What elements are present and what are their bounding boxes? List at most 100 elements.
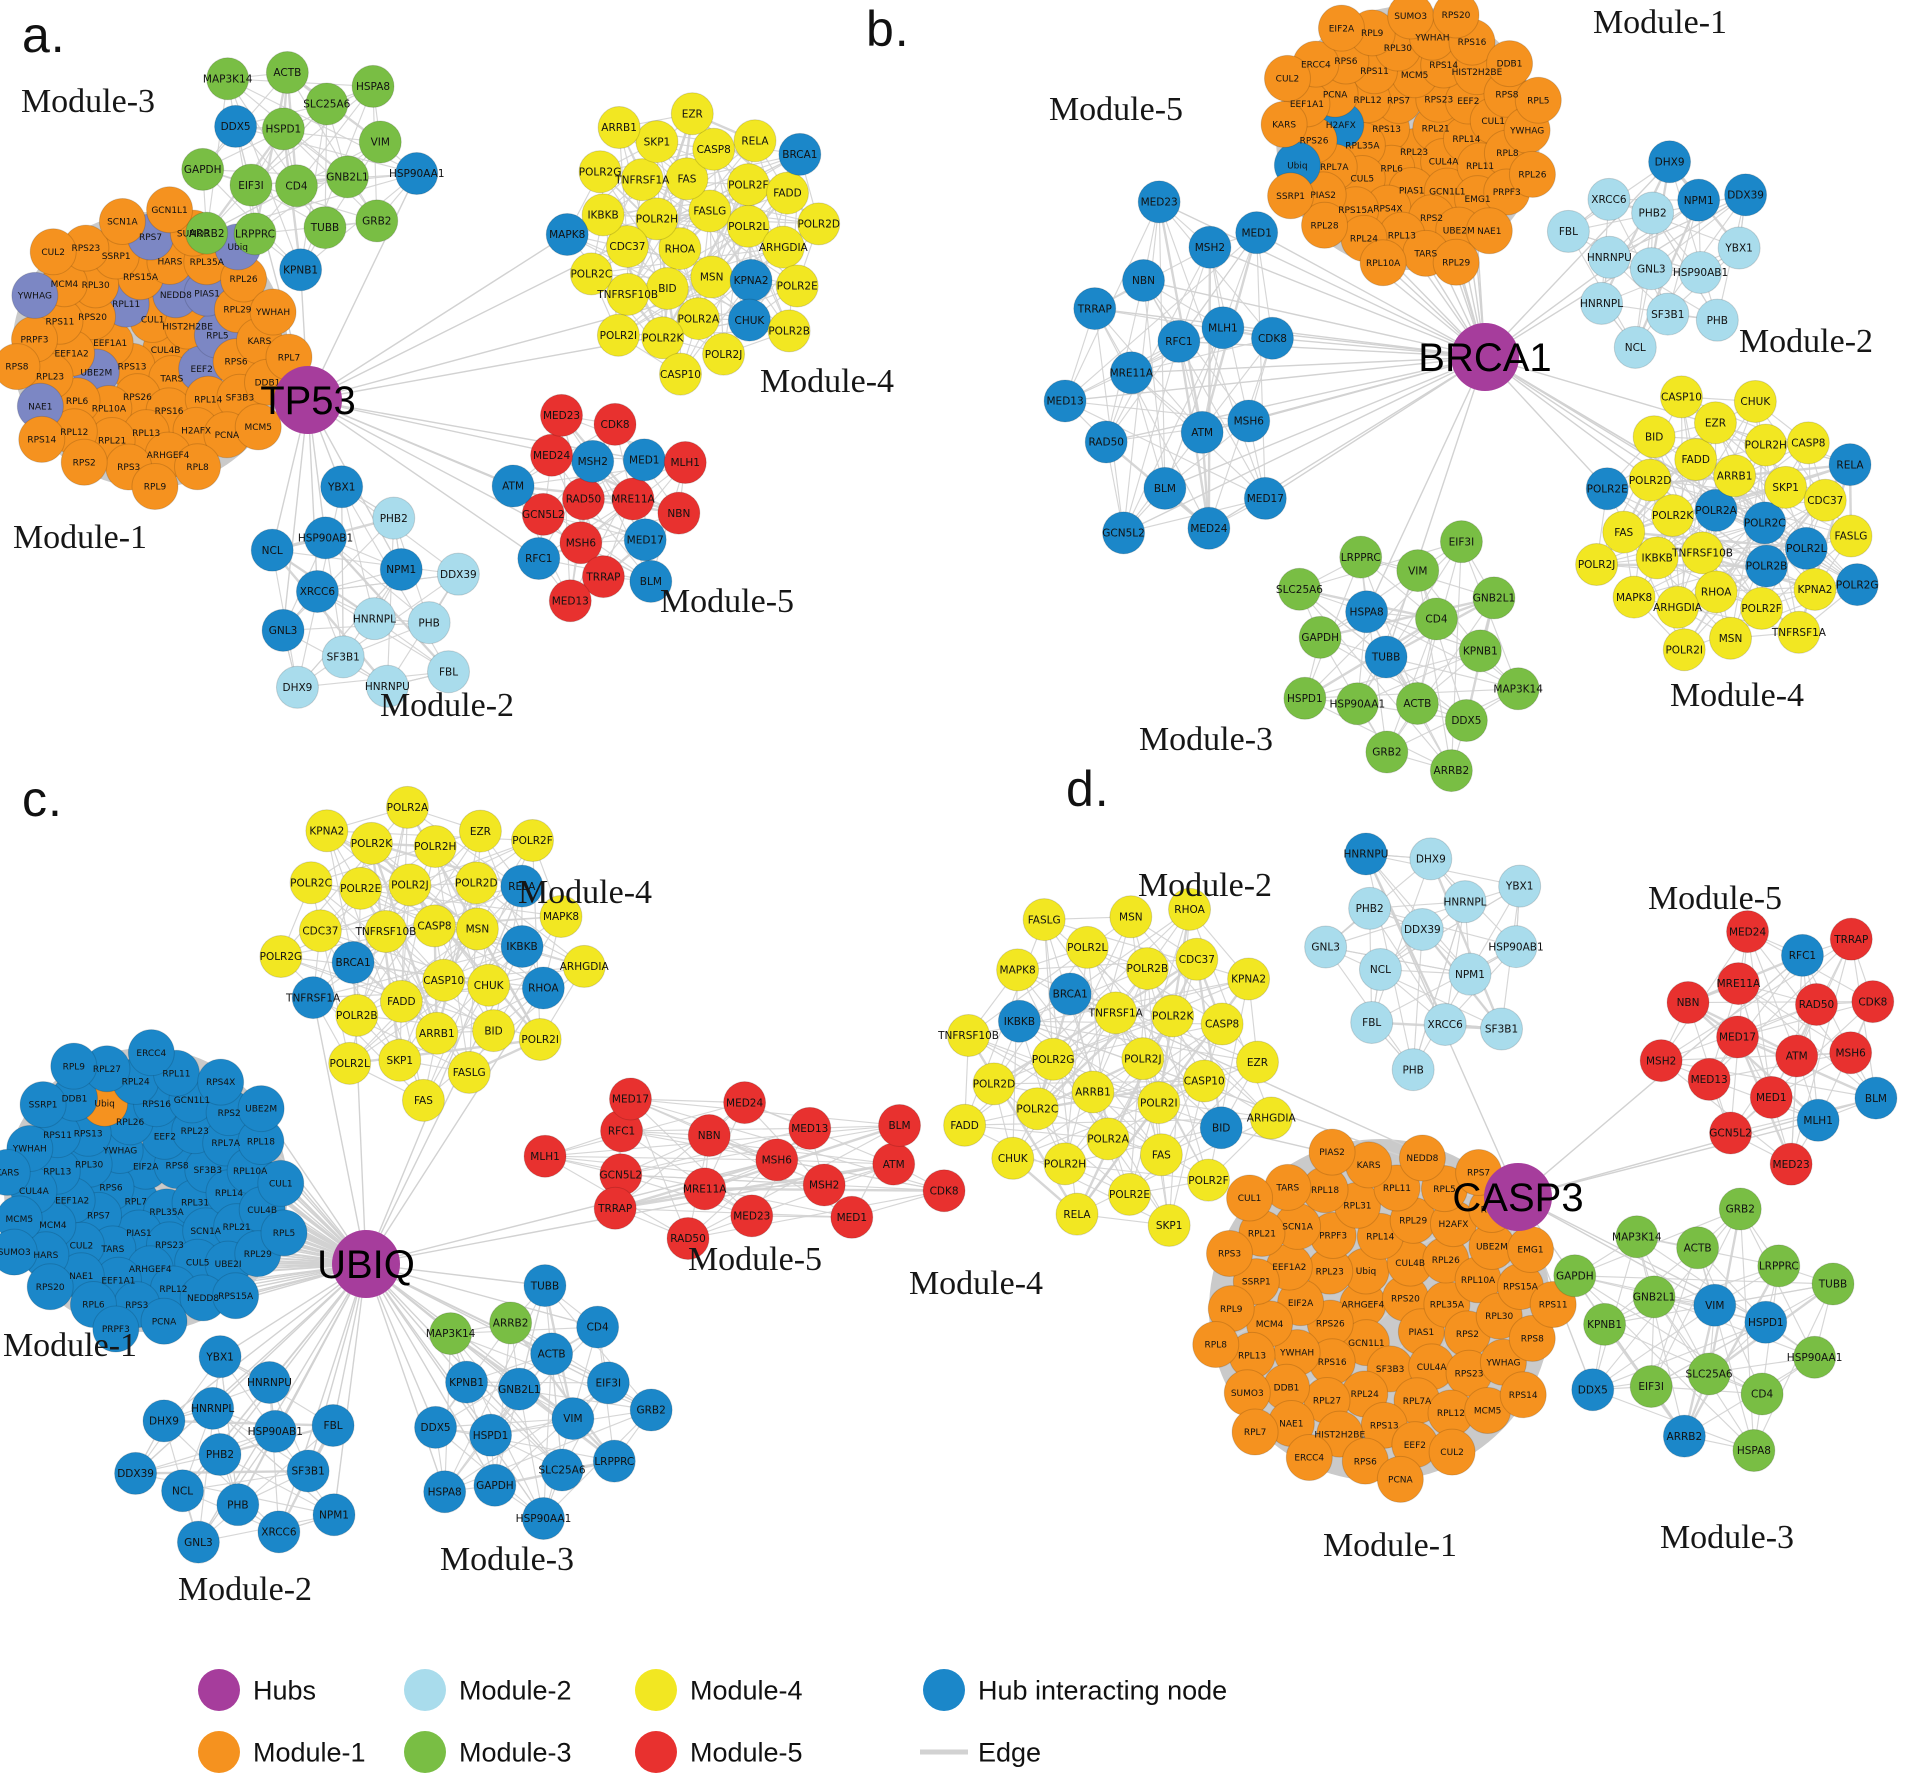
node-HNRNPU[interactable] — [247, 1360, 291, 1404]
node-HNRNPU[interactable] — [365, 664, 409, 708]
node-BRCA1[interactable] — [1048, 972, 1092, 1016]
node-YBX1[interactable] — [1498, 864, 1542, 908]
node-POLR2C[interactable] — [289, 861, 333, 905]
node-ARHGDIA[interactable] — [761, 225, 805, 269]
node-RPS2[interactable] — [60, 438, 108, 486]
node-MED23[interactable] — [730, 1194, 774, 1238]
node-PHB[interactable] — [1391, 1048, 1435, 1092]
node-GNL3[interactable] — [1304, 925, 1348, 969]
node-SSRP1[interactable] — [1267, 172, 1315, 220]
node-NBN[interactable] — [657, 491, 701, 535]
node-SLC25A6[interactable] — [305, 82, 349, 126]
node-POLR2C[interactable] — [569, 252, 613, 296]
node-MED24[interactable] — [1187, 506, 1231, 550]
node-BID[interactable] — [472, 1009, 516, 1053]
node-TNFRSF1A[interactable] — [291, 976, 335, 1020]
node-RPL28[interactable] — [1301, 201, 1349, 249]
node-HNRNPL[interactable] — [1580, 281, 1624, 325]
node-GNL3[interactable] — [261, 608, 305, 652]
node-RPL5[interactable] — [260, 1209, 308, 1257]
node-POLR2D[interactable] — [797, 202, 841, 246]
node-RPL10A[interactable] — [1359, 239, 1407, 287]
node-RPS20[interactable] — [1432, 0, 1480, 39]
node-RHOA[interactable] — [658, 227, 702, 271]
node-SKP1[interactable] — [378, 1038, 422, 1082]
node-CD4[interactable] — [576, 1305, 620, 1349]
node-POLR2I[interactable] — [596, 313, 640, 357]
node-SSRP1[interactable] — [19, 1081, 67, 1129]
node-GCN1L1[interactable] — [146, 186, 194, 234]
node-MED17[interactable] — [1716, 1015, 1760, 1059]
node-FADD[interactable] — [943, 1103, 987, 1147]
node-DDX39[interactable] — [1400, 907, 1444, 951]
node-TUBB[interactable] — [1364, 635, 1408, 679]
node-EIF3I[interactable] — [229, 163, 273, 207]
node-SF3B1[interactable] — [321, 635, 365, 679]
node-YWHAH[interactable] — [249, 288, 297, 336]
node-MED1[interactable] — [1749, 1075, 1793, 1119]
node-MSH2[interactable] — [571, 439, 615, 483]
node-CHUK[interactable] — [991, 1136, 1035, 1180]
node-MAPK8[interactable] — [539, 894, 583, 938]
node-PHB[interactable] — [216, 1483, 260, 1527]
node-GNB2L1[interactable] — [1632, 1275, 1676, 1319]
node-RPS8[interactable] — [1508, 1314, 1556, 1362]
node-CASP8[interactable] — [413, 904, 457, 948]
node-DDX39[interactable] — [1724, 173, 1768, 217]
node-RPL7[interactable] — [1231, 1408, 1279, 1456]
node-MED23[interactable] — [1137, 180, 1181, 224]
node-GNB2L1[interactable] — [325, 155, 369, 199]
node-RFC1[interactable] — [1780, 933, 1824, 977]
node-PHB2[interactable] — [1348, 886, 1392, 930]
node-POLR2E[interactable] — [339, 866, 383, 910]
node-GAPDH[interactable] — [473, 1463, 517, 1507]
node-CDC37[interactable] — [1175, 937, 1219, 981]
node-FAS[interactable] — [1602, 510, 1646, 554]
node-IKBKB[interactable] — [997, 999, 1041, 1043]
node-ARRB1[interactable] — [1071, 1070, 1115, 1114]
node-TNFRSF1A[interactable] — [1777, 610, 1821, 654]
node-ARRB2[interactable] — [489, 1301, 533, 1345]
node-MAPK8[interactable] — [545, 212, 589, 256]
node-KPNA2[interactable] — [305, 809, 349, 853]
node-POLR2A[interactable] — [385, 785, 429, 829]
hub-BRCA1[interactable] — [1451, 323, 1519, 391]
node-MSH2[interactable] — [1639, 1039, 1683, 1083]
node-DHX9[interactable] — [1648, 140, 1692, 184]
hub-UBIQ[interactable] — [332, 1230, 400, 1298]
node-POLR2L[interactable] — [1784, 526, 1828, 570]
node-MED23[interactable] — [540, 393, 584, 437]
node-RPS8[interactable] — [0, 343, 41, 391]
node-POLR2C[interactable] — [1015, 1087, 1059, 1131]
node-KPNA2[interactable] — [1793, 567, 1837, 611]
node-SCN1A[interactable] — [98, 197, 146, 245]
node-POLR2B[interactable] — [1745, 544, 1789, 588]
node-XRCC6[interactable] — [1587, 177, 1631, 221]
node-NPM1[interactable] — [379, 547, 423, 591]
node-FAS[interactable] — [665, 157, 709, 201]
node-UBE2M[interactable] — [237, 1085, 285, 1133]
node-RPL9[interactable] — [50, 1042, 98, 1090]
node-MLH1[interactable] — [663, 441, 707, 485]
node-TRRAP[interactable] — [593, 1186, 637, 1230]
node-BID[interactable] — [1632, 415, 1676, 459]
node-MED17[interactable] — [608, 1077, 652, 1121]
node-POLR2H[interactable] — [1043, 1142, 1087, 1186]
node-VIM[interactable] — [551, 1397, 595, 1441]
node-MSH6[interactable] — [559, 521, 603, 565]
node-TRRAP[interactable] — [1073, 287, 1117, 331]
node-CASP10[interactable] — [1182, 1059, 1226, 1103]
node-ARRB1[interactable] — [597, 106, 641, 150]
node-CD4[interactable] — [274, 164, 318, 208]
node-MRE11A[interactable] — [683, 1167, 727, 1211]
node-EZR[interactable] — [1693, 401, 1737, 445]
node-EIF3I[interactable] — [1439, 520, 1483, 564]
node-CDC37[interactable] — [1803, 478, 1847, 522]
node-POLR2J[interactable] — [1575, 543, 1619, 587]
node-ACTB[interactable] — [530, 1332, 574, 1376]
node-KPNB1[interactable] — [1458, 629, 1502, 673]
node-FBL[interactable] — [1546, 209, 1590, 253]
node-CUL1[interactable] — [257, 1159, 305, 1207]
node-BID[interactable] — [1199, 1106, 1243, 1150]
node-HSP90AB1[interactable] — [1494, 925, 1538, 969]
